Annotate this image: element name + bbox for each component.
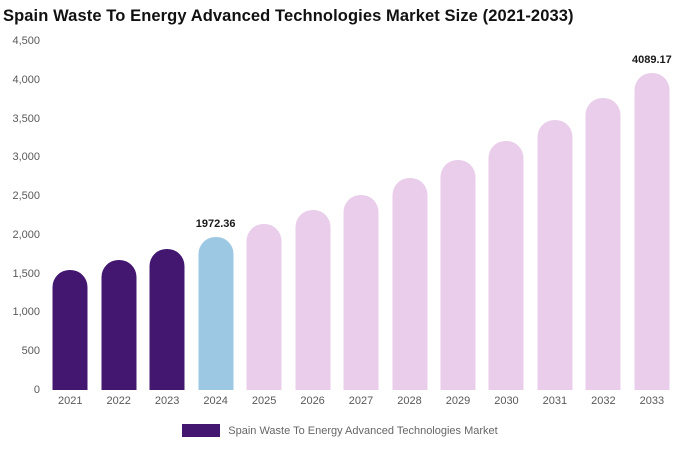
x-axis-tick-label: 2030: [494, 395, 519, 407]
bar-2029[interactable]: [440, 160, 476, 390]
bars-area: 1972.36 4089.17: [46, 41, 676, 390]
y-axis-tick-label: 2,500: [12, 190, 40, 203]
bar-column: [482, 41, 530, 390]
bar-2024[interactable]: [198, 237, 234, 390]
bar-2028[interactable]: [392, 178, 428, 390]
y-axis-tick-label: 4,500: [12, 35, 40, 47]
bar-2025[interactable]: [246, 224, 282, 390]
bar-column: [385, 41, 433, 390]
bar-column: [531, 41, 579, 390]
x-axis-tick-label: 2025: [251, 395, 277, 407]
bar-value-label: 1972.36: [195, 218, 236, 231]
bar-column: 1972.36: [191, 41, 239, 390]
y-axis-tick-label: 1,500: [12, 267, 40, 280]
y-axis-tick-label: 1,000: [12, 306, 40, 319]
y-axis-tick-label: 0: [33, 384, 40, 396]
y-axis-tick-label: 3,500: [12, 112, 40, 125]
bar-column: [288, 41, 336, 390]
y-axis-tick-label: 2,000: [12, 228, 40, 241]
legend-label: Spain Waste To Energy Advanced Technolog…: [228, 424, 498, 437]
x-axis-tick-label: 2027: [348, 395, 374, 407]
bar-column: [240, 41, 288, 390]
bar-column: [143, 41, 191, 390]
x-axis-tick-label: 2024: [203, 395, 228, 407]
bar-2031[interactable]: [537, 120, 573, 390]
x-axis-tick-label: 2033: [639, 395, 665, 407]
bar-column: [46, 41, 94, 390]
x-axis-tick-label: 2032: [591, 395, 616, 407]
y-axis-tick-label: 3,000: [12, 151, 40, 164]
bar-2026[interactable]: [295, 210, 331, 390]
x-axis-tick-label: 2031: [542, 395, 568, 407]
x-axis-tick-label: 2028: [397, 395, 422, 407]
bar-2030[interactable]: [488, 141, 524, 390]
y-axis-tick-label: 500: [21, 345, 40, 358]
bar-column: [94, 41, 142, 390]
x-axis-tick-label: 2029: [445, 395, 471, 407]
legend: Spain Waste To Energy Advanced Technolog…: [0, 424, 680, 437]
x-axis: 2021 2022 2023 2024 2025 2026 2027 2028 2029 2030…: [46, 395, 676, 407]
bar-2032[interactable]: [585, 97, 621, 390]
bar-2027[interactable]: [343, 195, 379, 390]
x-axis-tick-label: 2023: [154, 395, 180, 407]
bar-value-label: 4089.17: [631, 53, 672, 66]
x-axis-tick-label: 2026: [300, 395, 325, 407]
bar-column: [434, 41, 482, 390]
x-axis-tick-label: 2021: [57, 395, 83, 407]
bar-2021[interactable]: [52, 269, 88, 390]
bar-2023[interactable]: [149, 248, 185, 390]
bar-2033[interactable]: [634, 72, 670, 390]
bar-column: 4089.17: [628, 41, 676, 390]
bar-column: [337, 41, 385, 390]
chart-title: Spain Waste To Energy Advanced Technolog…: [3, 7, 574, 25]
bar-2022[interactable]: [101, 259, 137, 390]
bar-column: [579, 41, 627, 390]
x-axis-tick-label: 2022: [106, 395, 131, 407]
legend-swatch: [182, 424, 221, 437]
y-axis-tick-label: 4,000: [12, 73, 40, 86]
y-axis: 0 500 1,000 1,500 2,000 2,500 3,000 3,500 4,000 4…: [0, 35, 40, 396]
